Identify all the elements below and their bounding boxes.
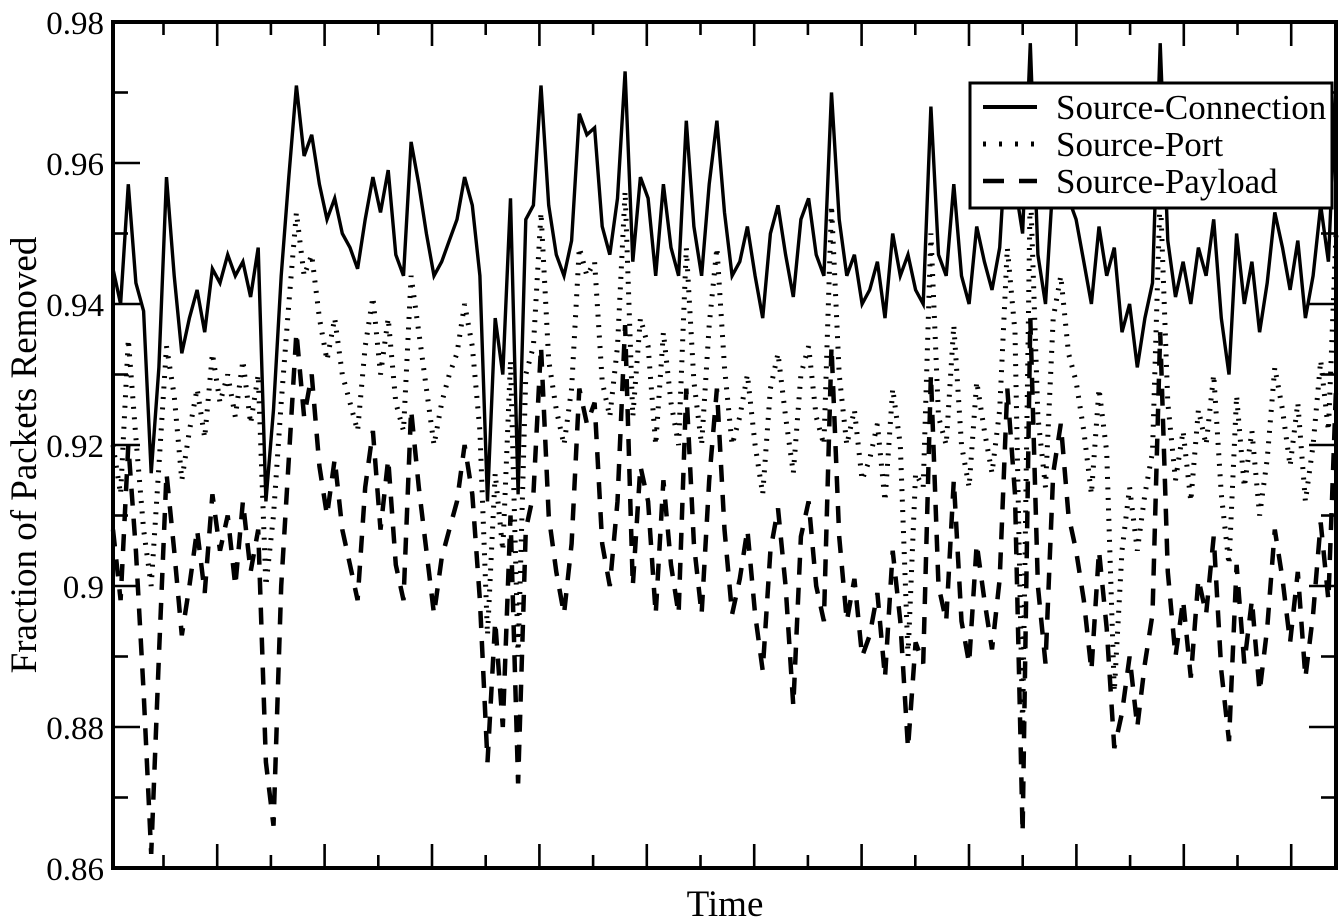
y-tick-label: 0.88 [46, 711, 104, 747]
legend-box [968, 81, 1334, 210]
x-axis-title: Time [687, 884, 764, 922]
series-line-source-port [110, 184, 1339, 728]
y-tick-label: 0.9 [63, 570, 104, 606]
y-axis-tick-labels: 0.98 0.96 0.94 0.92 0.9 0.88 0.86 [46, 6, 104, 888]
plot-frame [111, 20, 1338, 870]
y-tick-label: 0.92 [46, 429, 104, 465]
legend-label-source-port: Source-Port [1056, 125, 1223, 164]
y-tick-label: 0.96 [46, 147, 104, 183]
y-tick-label: 0.94 [46, 288, 104, 324]
legend-label-source-payload: Source-Payload [1056, 162, 1278, 201]
y-axis-title: Fraction of Packets Removed [4, 236, 45, 673]
series-layer [110, 43, 1339, 855]
series-line-source-connection [111, 43, 1338, 502]
legend-label-source-connection: Source-Connection [1056, 88, 1326, 127]
y-tick-label: 0.98 [46, 6, 104, 42]
axis-ticks [113, 22, 1336, 868]
y-tick-label: 0.86 [46, 852, 104, 888]
series-line-source-payload [110, 318, 1339, 855]
legend: Source-Connection Source-Port Source-Pay… [968, 81, 1334, 210]
